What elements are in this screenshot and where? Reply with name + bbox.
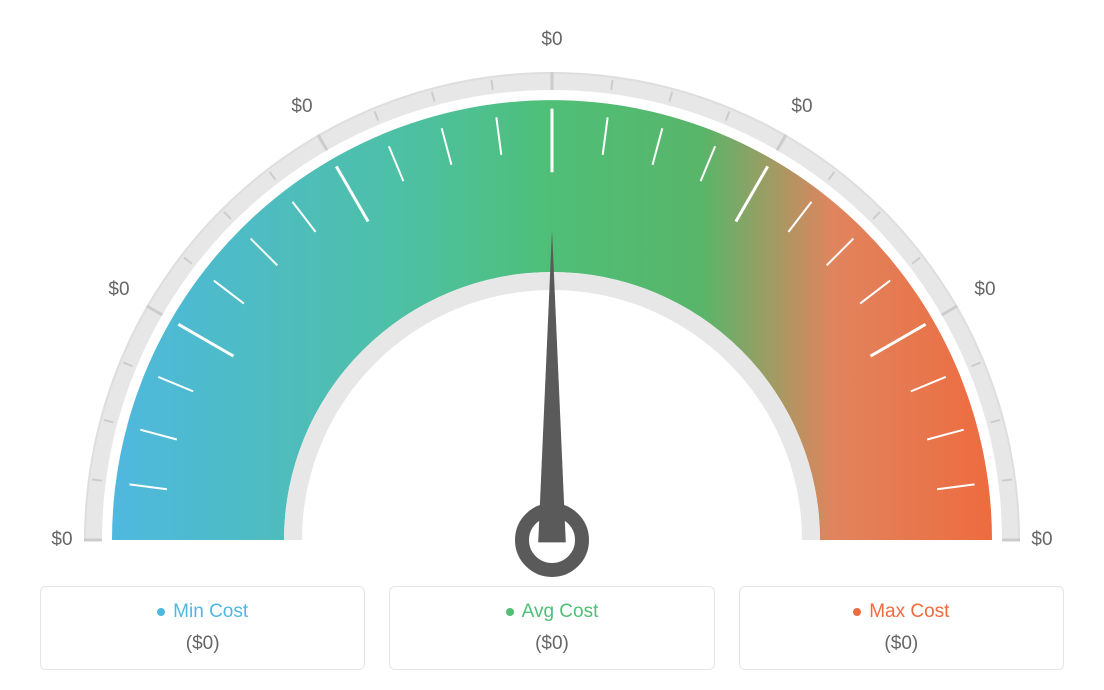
legend-row: Min Cost ($0) Avg Cost ($0) Max Cost ($0… (0, 586, 1104, 670)
legend-card-max: Max Cost ($0) (739, 586, 1064, 670)
legend-bullet-avg (506, 608, 514, 616)
legend-value-max: ($0) (740, 633, 1063, 655)
gauge-chart: $0 $0 $0 $0 $0 $0 $0 (32, 20, 1072, 580)
legend-label-avg: Avg Cost (522, 601, 599, 623)
legend-label-max: Max Cost (869, 601, 949, 623)
gauge-tick-label: $0 (791, 96, 812, 118)
gauge-tick-label: $0 (51, 529, 72, 551)
gauge-cost-widget: $0 $0 $0 $0 $0 $0 $0 Min Cost ($0) Avg Cost ($… (0, 0, 1104, 690)
legend-card-avg: Avg Cost ($0) (389, 586, 714, 670)
legend-bullet-max (853, 608, 861, 616)
gauge-tick-label: $0 (974, 279, 995, 301)
legend-label-min: Min Cost (173, 601, 248, 623)
legend-card-min: Min Cost ($0) (40, 586, 365, 670)
gauge-tick-label: $0 (1031, 529, 1052, 551)
gauge-tick-label: $0 (108, 279, 129, 301)
legend-value-min: ($0) (41, 633, 364, 655)
legend-bullet-min (157, 608, 165, 616)
legend-value-avg: ($0) (390, 633, 713, 655)
gauge-tick-label: $0 (541, 29, 562, 51)
gauge-tick-label: $0 (291, 96, 312, 118)
